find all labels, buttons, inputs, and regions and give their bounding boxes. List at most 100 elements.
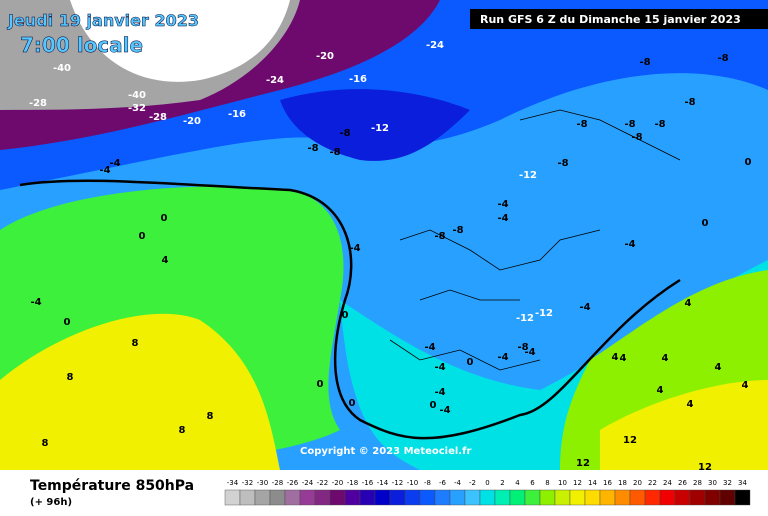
scale-label: -12 [392, 479, 403, 487]
contour-label: -20 [316, 51, 334, 62]
scale-swatch [584, 489, 601, 506]
scale-swatch [734, 489, 751, 506]
contour-label: -4 [349, 243, 360, 254]
scale-label: 20 [633, 479, 642, 487]
contour-label: 12 [698, 462, 712, 473]
contour-label: 0 [342, 310, 349, 321]
scale-swatch [614, 489, 631, 506]
contour-label: -40 [53, 63, 71, 74]
scale-swatch [419, 489, 436, 506]
scale-label: 18 [618, 479, 627, 487]
contour-label: 0 [430, 400, 437, 411]
scale-swatch [479, 489, 496, 506]
scale-swatch [674, 489, 691, 506]
contour-label: -32 [231, 41, 249, 52]
contour-label: -16 [228, 109, 246, 120]
scale-swatch [719, 489, 736, 506]
scale-label: 14 [588, 479, 597, 487]
contour-label: -28 [29, 98, 47, 109]
contour-label: 0 [64, 317, 71, 328]
contour-label: -8 [339, 128, 350, 139]
cold-core [280, 89, 470, 161]
scale-swatch [704, 489, 721, 506]
contour-label: -4 [497, 199, 508, 210]
contour-label: 0 [745, 157, 752, 168]
scale-label: 22 [648, 479, 657, 487]
contour-label: 8 [67, 372, 74, 383]
contour-label: -4 [524, 347, 535, 358]
contour-label: 0 [317, 379, 324, 390]
contour-label: -8 [557, 158, 568, 169]
contour-label: 4 [715, 362, 722, 373]
contour-label: -4 [439, 405, 450, 416]
scale-label: -14 [377, 479, 389, 487]
scale-swatch [314, 489, 331, 506]
scale-swatch [689, 489, 706, 506]
contour-label: -40 [128, 90, 146, 101]
scale-label: 6 [530, 479, 535, 487]
scale-label: 26 [678, 479, 687, 487]
scale-swatch [374, 489, 391, 506]
contour-label: 4 [685, 298, 692, 309]
scale-label: -28 [272, 479, 283, 487]
contour-label: -32 [128, 103, 146, 114]
scale-swatch [389, 489, 406, 506]
contour-label: -4 [434, 362, 445, 373]
contour-label: -12 [371, 123, 389, 134]
scale-swatch [599, 489, 616, 506]
scale-swatch [344, 489, 361, 506]
scale-label: 10 [558, 479, 567, 487]
scale-label: -32 [242, 479, 253, 487]
scale-swatch [269, 489, 286, 506]
se-warm [600, 380, 768, 470]
scale-swatch [554, 489, 571, 506]
scale-swatch [509, 489, 526, 506]
contour-label: -20 [183, 116, 201, 127]
contour-label: -8 [654, 119, 665, 130]
contour-label: -8 [717, 53, 728, 64]
scale-label: 4 [515, 479, 520, 487]
contour-label: -8 [452, 225, 463, 236]
contour-label: -8 [639, 57, 650, 68]
coastline [389, 109, 681, 371]
contour-label: 4 [742, 380, 749, 391]
scale-label: 32 [723, 479, 732, 487]
scale-label: 30 [708, 479, 717, 487]
contour-label: -4 [434, 387, 445, 398]
scale-label: -6 [439, 479, 447, 487]
scale-swatch [284, 489, 301, 506]
scale-swatch [659, 489, 676, 506]
scale-swatch [404, 489, 421, 506]
contour-label: -4 [624, 239, 635, 250]
contour-label: 0 [349, 398, 356, 409]
contour-label: 8 [207, 411, 214, 422]
contour-label: 4 [620, 353, 627, 364]
run-box [470, 9, 768, 29]
contour-label: 8 [179, 425, 186, 436]
contour-label: -12 [516, 313, 534, 324]
scale-swatch [494, 489, 511, 506]
contour-label: -4 [579, 302, 590, 313]
warm-region [0, 313, 280, 470]
scale-swatch [464, 489, 481, 506]
contour-label: 0 [702, 218, 709, 229]
contour-label: -8 [307, 143, 318, 154]
ice [70, 0, 290, 82]
contour-label: 4 [687, 399, 694, 410]
scale-label: -16 [362, 479, 374, 487]
scale-label: -8 [424, 479, 431, 487]
scale-swatch [629, 489, 646, 506]
contour-label: 4 [657, 385, 664, 396]
footer-title: Température 850hPa [30, 478, 194, 494]
scale-label: -34 [227, 479, 239, 487]
scale-label: -10 [407, 479, 418, 487]
contour-label: 8 [42, 438, 49, 449]
contour-label: -8 [576, 119, 587, 130]
scale-swatch [224, 489, 241, 506]
scale-label: 12 [573, 479, 582, 487]
scale-label: -26 [287, 479, 299, 487]
contour-label: 4 [162, 255, 169, 266]
contour-label: -4 [109, 158, 120, 169]
